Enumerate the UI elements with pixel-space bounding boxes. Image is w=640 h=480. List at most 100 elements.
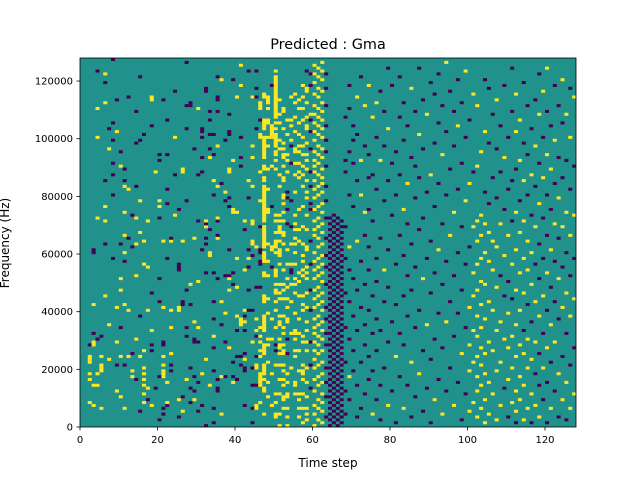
heatmap-cell-low — [347, 337, 352, 341]
heatmap-cell-high — [266, 210, 271, 214]
heatmap-cell-high — [266, 360, 271, 364]
heatmap-cell-high — [269, 135, 274, 139]
heatmap-cell-low — [324, 104, 329, 108]
heatmap-cell-high — [95, 216, 100, 220]
heatmap-cell-high — [262, 386, 267, 390]
heatmap-cell-low — [339, 421, 344, 425]
heatmap-cell-high — [87, 360, 92, 364]
heatmap-cell-high — [467, 369, 472, 373]
heatmap-cell-low — [393, 262, 398, 266]
heatmap-cell-low — [227, 274, 232, 278]
heatmap-cell-high — [281, 202, 286, 206]
heatmap-cell-high — [266, 101, 271, 105]
heatmap-cell-high — [91, 383, 96, 387]
heatmap-cell-high — [273, 239, 278, 243]
heatmap-cell-high — [293, 101, 298, 105]
heatmap-cell-high — [568, 233, 573, 237]
heatmap-cell-low — [459, 418, 464, 422]
heatmap-cell-low — [196, 340, 201, 344]
heatmap-cell-high — [401, 207, 406, 211]
heatmap-cell-low — [339, 254, 344, 258]
heatmap-cell-high — [262, 346, 267, 350]
heatmap-cell-high — [304, 320, 309, 324]
heatmap-cell-low — [545, 380, 550, 384]
heatmap-cell-low — [324, 86, 329, 90]
heatmap-cell-low — [258, 285, 263, 289]
heatmap-cell-low — [331, 386, 336, 390]
heatmap-cell-low — [343, 291, 348, 295]
heatmap-cell-high — [169, 326, 174, 330]
heatmap-cell-high — [297, 406, 302, 410]
heatmap-cell-high — [300, 259, 305, 263]
heatmap-cell-high — [142, 392, 147, 396]
heatmap-cell-low — [126, 95, 131, 99]
heatmap-cell-low — [91, 331, 96, 335]
heatmap-cell-high — [99, 366, 104, 370]
heatmap-cell-high — [521, 219, 526, 223]
heatmap-cell-low — [157, 153, 162, 157]
heatmap-cell-high — [486, 340, 491, 344]
y-tick-label: 0 — [67, 423, 73, 434]
heatmap-cell-high — [235, 285, 240, 289]
heatmap-cell-high — [138, 199, 143, 203]
heatmap-cell-low — [227, 196, 232, 200]
heatmap-cell-low — [331, 294, 336, 298]
heatmap-cell-high — [184, 377, 189, 382]
heatmap-cell-low — [525, 153, 530, 157]
heatmap-cell-low — [149, 291, 154, 295]
heatmap-cell-low — [386, 285, 391, 289]
heatmap-cell-high — [215, 216, 220, 220]
heatmap-cell-low — [568, 86, 573, 90]
heatmap-cell-low — [254, 69, 259, 73]
heatmap-cell-high — [471, 328, 476, 333]
heatmap-cell-low — [339, 230, 344, 234]
heatmap-cell-high — [118, 164, 123, 168]
heatmap-cell-low — [405, 383, 410, 387]
heatmap-cell-low — [552, 83, 557, 87]
heatmap-cell-low — [180, 395, 185, 399]
heatmap-cell-high — [552, 222, 557, 226]
heatmap-cell-low — [533, 98, 538, 102]
heatmap-cell-low — [157, 216, 162, 220]
x-tick-label: 60 — [306, 435, 319, 446]
heatmap-cell-high — [316, 86, 321, 90]
heatmap-cell-high — [312, 305, 317, 309]
heatmap-cell-high — [486, 412, 491, 416]
heatmap-cell-high — [142, 262, 147, 266]
heatmap-cell-high — [300, 372, 305, 376]
x-axis-label: Time step — [297, 456, 357, 470]
heatmap-cell-low — [339, 219, 344, 223]
heatmap-cell-low — [184, 326, 189, 330]
heatmap-cell-low — [324, 236, 329, 240]
heatmap-cell-high — [149, 403, 154, 407]
heatmap-cell-high — [304, 291, 309, 295]
heatmap-cell-high — [262, 153, 267, 157]
heatmap-cell-low — [335, 343, 340, 347]
heatmap-cell-high — [572, 213, 577, 217]
heatmap-cell-low — [200, 135, 205, 139]
heatmap-cell-high — [479, 213, 484, 217]
heatmap-cell-low — [331, 375, 336, 379]
heatmap-cell-low — [200, 156, 205, 160]
heatmap-cell-low — [444, 130, 449, 134]
heatmap-cell-high — [304, 158, 309, 162]
heatmap-cell-low — [382, 144, 387, 148]
heatmap-cell-low — [246, 196, 251, 200]
heatmap-cell-low — [204, 86, 209, 90]
heatmap-cell-low — [351, 314, 356, 318]
heatmap-cell-high — [521, 291, 526, 295]
heatmap-cell-low — [324, 282, 329, 286]
heatmap-cell-low — [483, 78, 488, 82]
heatmap-cell-high — [277, 377, 282, 382]
heatmap-cell-high — [235, 314, 240, 318]
heatmap-cell-low — [114, 98, 119, 102]
heatmap-cell-high — [91, 403, 96, 407]
heatmap-cell-high — [320, 372, 325, 376]
heatmap-cell-high — [242, 308, 247, 312]
heatmap-cell-high — [262, 95, 267, 99]
heatmap-cell-low — [436, 121, 441, 125]
heatmap-cell-high — [95, 107, 100, 111]
heatmap-cell-high — [227, 346, 232, 350]
heatmap-cell-low — [541, 331, 546, 335]
heatmap-cell-low — [366, 153, 371, 157]
